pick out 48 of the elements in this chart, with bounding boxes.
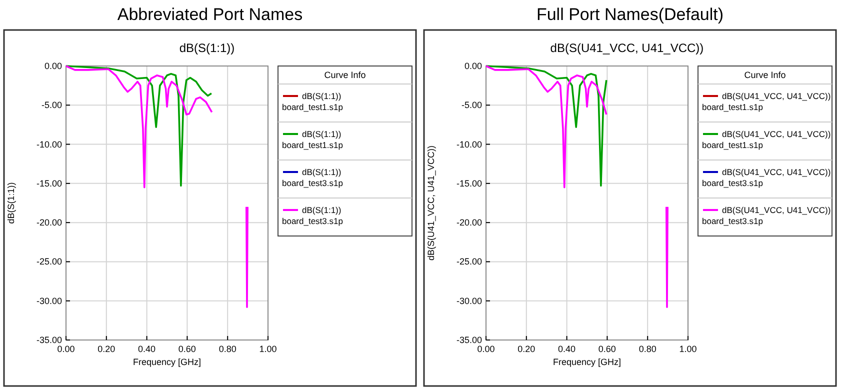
y-tick-label: -30.00 bbox=[36, 296, 62, 306]
y-tick-label: -35.00 bbox=[36, 335, 62, 345]
y-tick-label: -30.00 bbox=[456, 296, 482, 306]
y-tick-label: -5.00 bbox=[461, 100, 482, 110]
x-tick-label: 0.20 bbox=[518, 344, 536, 354]
x-tick-label: 0.00 bbox=[477, 344, 495, 354]
chart-title: Abbreviated Port Names bbox=[117, 5, 303, 24]
y-tick-label: -20.00 bbox=[36, 218, 62, 228]
y-tick-label: -20.00 bbox=[456, 218, 482, 228]
y-tick-label: -25.00 bbox=[36, 256, 62, 267]
x-tick-label: 1.00 bbox=[679, 344, 697, 354]
x-tick-label: 0.40 bbox=[558, 344, 576, 354]
x-axis-title: Frequency [GHz] bbox=[132, 357, 202, 367]
y-axis-title: dB(S(1:1)) bbox=[6, 182, 16, 224]
legend-label: dB(S(1:1)) board_test3.s1p bbox=[282, 205, 344, 226]
line-series bbox=[65, 65, 212, 187]
y-tick-label: -25.00 bbox=[456, 256, 482, 267]
legend-label: dB(S(U41_VCC, U41_VCC)) board_test3.s1p bbox=[702, 167, 831, 188]
x-tick-label: 0.20 bbox=[98, 344, 116, 354]
y-tick-label: 0.00 bbox=[44, 61, 62, 71]
legend-title: Curve Info bbox=[324, 70, 366, 80]
legend-label: dB(S(U41_VCC, U41_VCC)) board_test3.s1p bbox=[702, 205, 831, 226]
x-axis-title: Frequency [GHz] bbox=[552, 357, 622, 367]
legend-label: dB(S(U41_VCC, U41_VCC)) board_test1.s1p bbox=[702, 91, 831, 112]
y-tick-label: -35.00 bbox=[456, 335, 482, 345]
line-series bbox=[485, 65, 608, 187]
y-tick-label: 0.00 bbox=[464, 61, 482, 71]
x-tick-label: 0.00 bbox=[57, 344, 75, 354]
legend-label: dB(S(U41_VCC, U41_VCC)) board_test1.s1p bbox=[702, 129, 831, 150]
y-tick-label: -10.00 bbox=[456, 139, 482, 150]
y-tick-label: -10.00 bbox=[36, 139, 62, 150]
chart-subtitle: dB(S(1:1)) bbox=[179, 41, 235, 55]
legend-label: dB(S(1:1)) board_test3.s1p bbox=[282, 167, 344, 188]
legend-title: Curve Info bbox=[744, 70, 786, 80]
x-tick-label: 0.80 bbox=[218, 344, 236, 354]
y-tick-label: -15.00 bbox=[456, 178, 482, 188]
x-tick-label: 0.40 bbox=[138, 344, 156, 354]
chart-subtitle: dB(S(U41_VCC, U41_VCC)) bbox=[550, 41, 704, 55]
y-tick-label: -15.00 bbox=[36, 178, 62, 188]
x-tick-label: 0.60 bbox=[178, 344, 196, 354]
legend-label: dB(S(1:1)) board_test1.s1p bbox=[282, 129, 344, 150]
x-tick-label: 0.80 bbox=[638, 344, 656, 354]
chart-title: Full Port Names(Default) bbox=[536, 5, 724, 24]
y-axis-title: dB(S(U41_VCC, U41_VCC)) bbox=[426, 145, 436, 261]
x-tick-label: 1.00 bbox=[259, 344, 277, 354]
x-tick-label: 0.60 bbox=[598, 344, 616, 354]
legend-label: dB(S(1:1)) board_test1.s1p bbox=[282, 91, 344, 112]
y-tick-label: -5.00 bbox=[41, 100, 62, 110]
